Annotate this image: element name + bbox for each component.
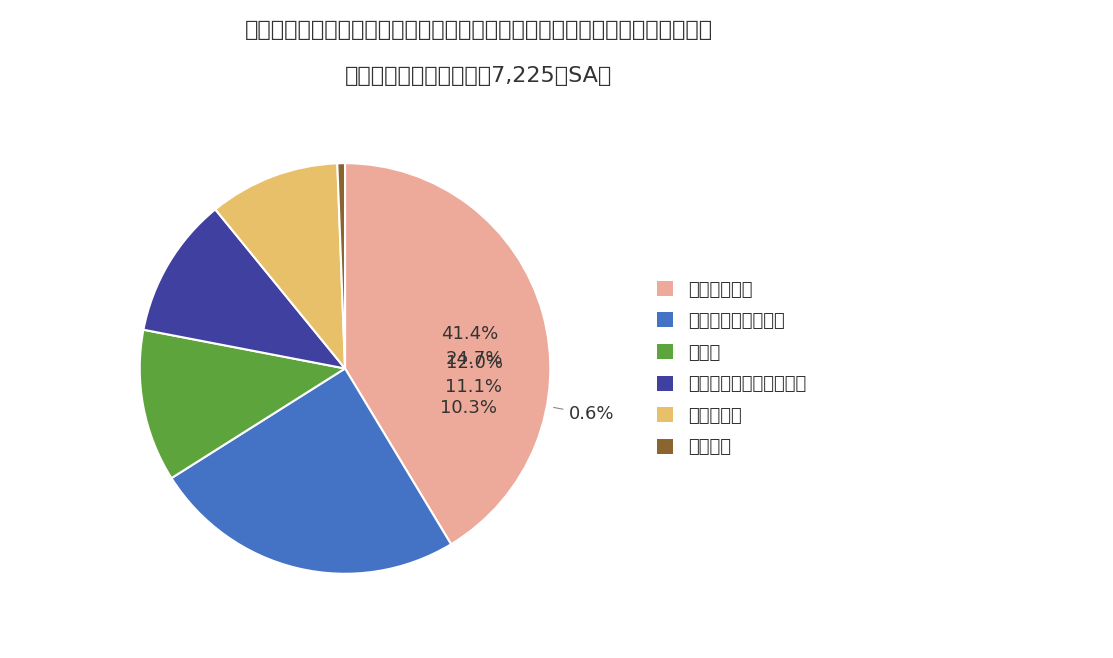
Wedge shape bbox=[144, 209, 345, 368]
Text: 0.6%: 0.6% bbox=[553, 405, 614, 424]
Wedge shape bbox=[140, 330, 345, 478]
Legend: 登録している, 登録する予定はない, 検討中, 制度開始までに登録予定, 分からない, 廃業する: 登録している, 登録する予定はない, 検討中, 制度開始までに登録予定, 分から… bbox=[652, 275, 811, 462]
Text: 適格請求書（インボイス）を発行するために「適格請求書発行事業者」として: 適格請求書（インボイス）を発行するために「適格請求書発行事業者」として bbox=[245, 20, 712, 39]
Wedge shape bbox=[345, 163, 550, 544]
Text: 24.7%: 24.7% bbox=[445, 350, 503, 368]
Wedge shape bbox=[337, 163, 345, 368]
Text: 10.3%: 10.3% bbox=[440, 399, 496, 417]
Text: 41.4%: 41.4% bbox=[441, 325, 499, 343]
Wedge shape bbox=[171, 368, 451, 574]
Wedge shape bbox=[215, 163, 345, 368]
Text: 登録していますか（ｎ＝7,225、SA）: 登録していますか（ｎ＝7,225、SA） bbox=[345, 66, 612, 86]
Text: 11.1%: 11.1% bbox=[444, 378, 502, 395]
Text: 12.0%: 12.0% bbox=[446, 354, 503, 372]
